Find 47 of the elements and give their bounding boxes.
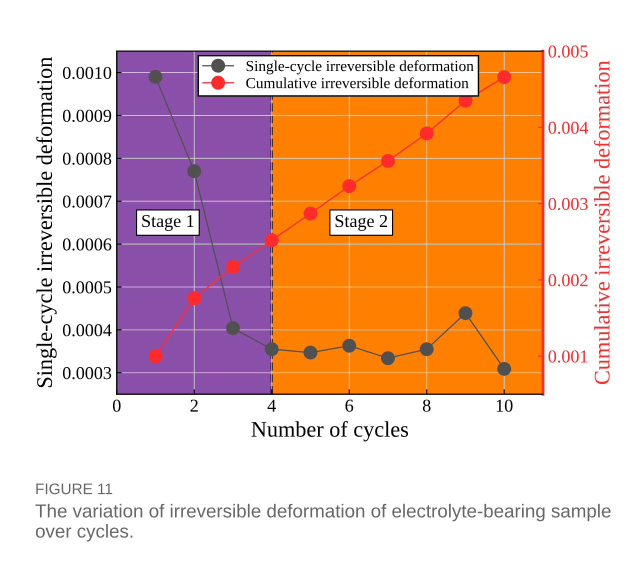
y2-tick-label: 0.002 (548, 274, 588, 286)
y2-tick-label: 0.004 (548, 122, 588, 134)
point (342, 179, 356, 194)
legend-label: Single-cycle irreversible deformation (246, 60, 474, 74)
band-label: Stage 1 (142, 214, 194, 231)
x-tick-label: 0 (112, 400, 121, 412)
point (420, 126, 434, 140)
point (226, 321, 240, 336)
point (381, 154, 395, 168)
point (342, 338, 356, 353)
point (420, 342, 434, 356)
y-tick-label: 0.0004 (62, 324, 112, 336)
y-tick-label: 0.0005 (62, 281, 112, 294)
y2-tick-label: 0.003 (548, 198, 588, 210)
x-tick-label: 10 (496, 400, 513, 412)
point (497, 362, 512, 376)
x-tick-label: 2 (190, 400, 198, 412)
y2-tick-label: 0.001 (548, 350, 588, 363)
point (264, 233, 279, 248)
caption: FIGURE 11 (36, 483, 112, 494)
point (187, 164, 202, 178)
x-axis-title: Number of cycles (252, 420, 408, 442)
x-tick-label: 6 (345, 400, 354, 412)
y2-axis-title: Cumulative irreversible deformation (594, 60, 610, 384)
y-tick-label: 0.0007 (62, 195, 112, 208)
point (226, 260, 240, 274)
y-tick-label: 0.0009 (62, 110, 112, 122)
point (148, 70, 162, 84)
y-axis-title: Single-cycle irreversible deformation (36, 57, 57, 388)
y-tick-label: 0.0008 (62, 152, 112, 165)
y2-tick-label: 0.005 (548, 45, 588, 58)
point (304, 346, 318, 360)
point (187, 291, 202, 306)
y-tick-label: 0.0006 (62, 238, 112, 251)
point (381, 351, 395, 366)
x-tick-label: 4 (268, 400, 276, 412)
x-tick-label: 8 (422, 400, 431, 412)
point (264, 342, 279, 356)
point (458, 306, 472, 320)
legend-label: Cumulative irreversible deformation (246, 77, 469, 88)
point (148, 349, 162, 364)
text: The variation of irreversible deformation of electrolyte-bearing sample over cycles. (36, 504, 611, 542)
y-tick-label: 0.0010 (62, 66, 112, 80)
band-label: Stage 2 (336, 214, 388, 231)
point (497, 70, 512, 84)
y-tick-label: 0.0003 (62, 367, 112, 380)
point (304, 206, 318, 220)
